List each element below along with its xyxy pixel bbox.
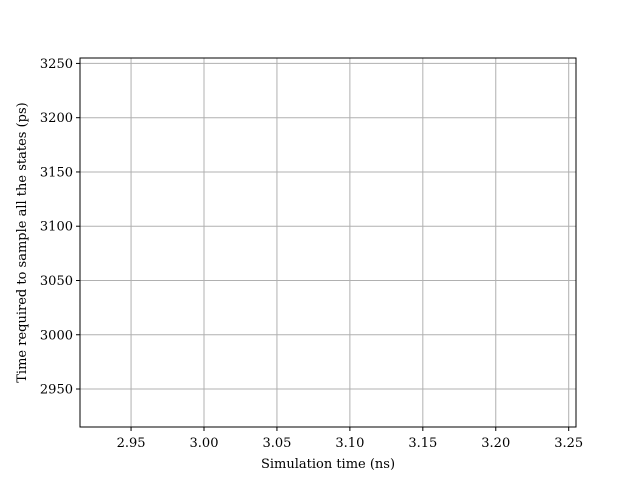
grid-lines xyxy=(80,58,576,427)
tick-marks xyxy=(76,62,570,431)
y-tick-label: 3250 xyxy=(40,57,73,72)
y-tick-label: 3150 xyxy=(40,165,73,180)
x-tick-label: 3.00 xyxy=(190,436,219,451)
y-tick-label: 3200 xyxy=(40,111,73,126)
y-tick-label: 3100 xyxy=(40,220,73,235)
plot-frame xyxy=(79,57,577,428)
x-tick-label: 2.95 xyxy=(117,436,146,451)
x-tick-label: 3.05 xyxy=(262,436,291,451)
x-axis-label: Simulation time (ns) xyxy=(261,457,395,472)
x-tick-label: 3.10 xyxy=(335,436,364,451)
y-tick-label: 2950 xyxy=(40,383,73,398)
x-tick-label: 3.15 xyxy=(408,436,437,451)
tick-labels: 2.95 3.00 3.05 3.10 3.15 3.20 3.25 2950 3000 3050… xyxy=(40,57,583,451)
plot-area xyxy=(80,58,576,427)
y-tick-label: 3000 xyxy=(40,328,73,343)
y-axis-label: Time required to sample all the states (… xyxy=(15,102,30,382)
x-tick-label: 3.20 xyxy=(481,436,510,451)
x-tick-label: 3.25 xyxy=(554,436,583,451)
y-tick-label: 3050 xyxy=(40,274,73,289)
